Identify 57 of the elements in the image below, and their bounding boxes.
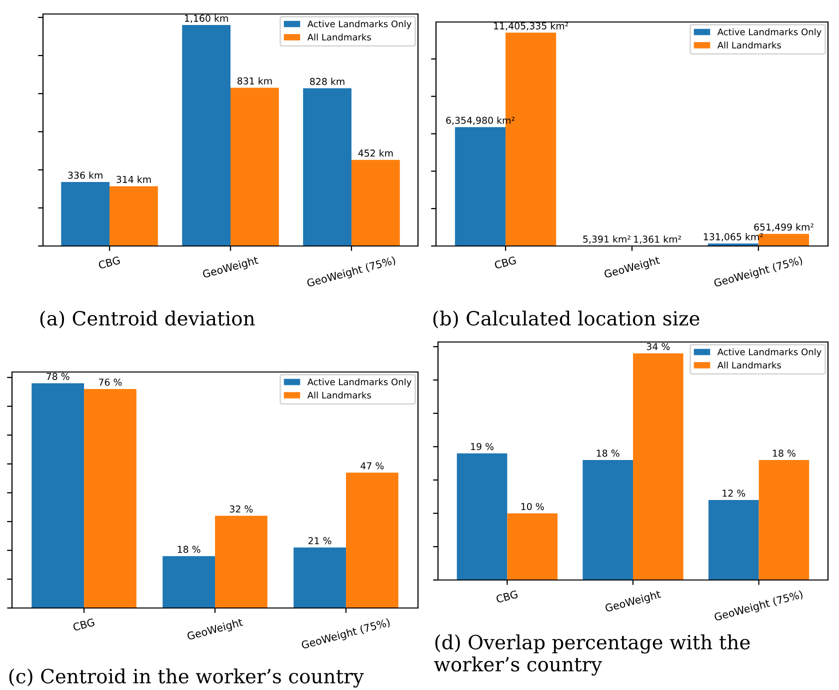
bar — [215, 516, 268, 608]
data-label: 828 km — [310, 78, 344, 86]
text: (b) Calculated location size — [433, 310, 700, 328]
data-label: 76 % — [99, 378, 122, 386]
data-label: 78 % — [46, 372, 70, 380]
text: (c) Centroid in the worker’s country — [9, 668, 364, 688]
bar — [708, 500, 759, 580]
bar — [230, 88, 279, 246]
data-label: 10 % — [521, 502, 544, 510]
data-label: 452 km — [358, 149, 393, 157]
legend-label: Active Landmarks Only — [307, 20, 412, 30]
data-label: 314 km — [116, 176, 151, 183]
data-label: 831 km — [237, 77, 272, 84]
data-label: 34 % — [646, 342, 670, 350]
text: (a) Centroid deviation — [40, 310, 255, 328]
data-label: 1,160 km — [184, 14, 228, 23]
bar — [110, 186, 158, 246]
legend-label: Active Landmarks Only — [307, 378, 412, 388]
bar — [456, 453, 508, 580]
legend-label: All Landmarks — [717, 362, 781, 369]
data-label: 47 % — [360, 462, 384, 470]
bar — [346, 472, 398, 608]
bar — [61, 182, 110, 246]
bar — [633, 353, 684, 580]
data-label: 32 % — [230, 505, 253, 513]
data-label: 11,405,335 km² — [494, 22, 568, 30]
text: (d) Overlap percentage with the worker’s country — [434, 634, 750, 676]
legend-label: Active Landmarks Only — [717, 348, 822, 358]
bar — [84, 389, 136, 608]
bar — [303, 88, 352, 246]
data-label: 18 % — [178, 546, 200, 553]
data-label: 336 km — [68, 171, 102, 179]
data-label: 18 % — [773, 450, 796, 457]
bar — [582, 460, 633, 580]
data-label: 5,391 km² — [583, 235, 630, 244]
data-label: 19 % — [471, 442, 494, 450]
data-label: 18 % — [596, 450, 620, 457]
bar — [182, 25, 230, 246]
bar — [294, 547, 346, 608]
legend-label: Active Landmarks Only — [717, 28, 822, 38]
bar — [758, 460, 810, 580]
bar — [162, 556, 215, 608]
data-label: 651,499 km² — [754, 223, 814, 232]
bar — [507, 513, 558, 580]
x-tick-label: CBG — [98, 256, 120, 270]
data-label: 1,361 km² — [634, 235, 681, 244]
x-tick-label: CBG — [72, 618, 95, 632]
data-label: 12 % — [722, 490, 746, 497]
bar — [351, 160, 400, 246]
legend-label: All Landmarks — [307, 392, 371, 399]
x-tick-label: CBG — [496, 590, 518, 604]
bar — [454, 127, 506, 246]
data-label: 21 % — [308, 537, 332, 544]
x-tick-label: CBG — [494, 256, 516, 270]
bar — [32, 383, 84, 608]
legend-label: All Landmarks — [307, 34, 371, 41]
legend-label: All Landmarks — [717, 42, 781, 49]
